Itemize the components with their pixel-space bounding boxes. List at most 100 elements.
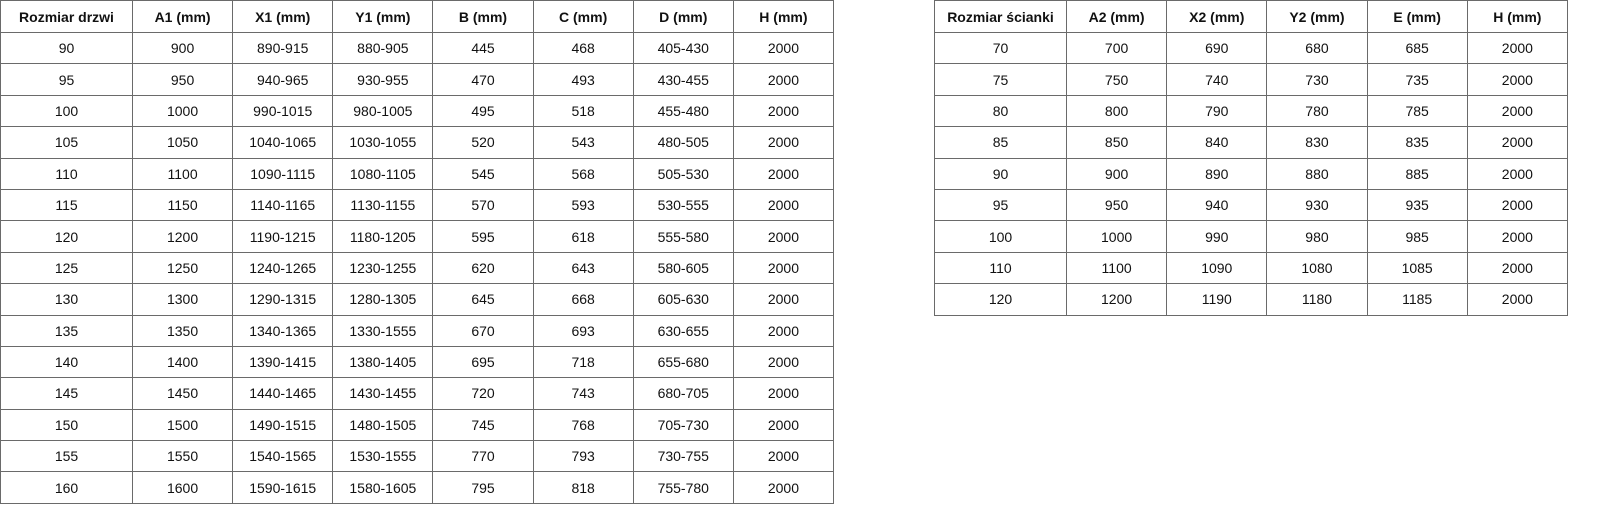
table-cell: 750	[1065, 63, 1168, 96]
table-cell: 2000	[732, 345, 835, 379]
table-cell: 768	[532, 408, 634, 442]
table-cell: 1580-1605	[332, 471, 434, 504]
column-header: A2 (mm)	[1065, 0, 1168, 33]
table-cell: 125	[0, 251, 133, 285]
table-cell: 1200	[1065, 283, 1168, 316]
table-cell: 800	[1065, 94, 1168, 128]
table-cell: 1380-1405	[332, 345, 434, 379]
table-cell: 618	[532, 220, 634, 253]
table-cell: 1030-1055	[332, 126, 434, 159]
table-cell: 818	[532, 471, 634, 504]
table-row: 115 1150 1140-1165 1130-1155 570 593 530-555 20…	[0, 188, 835, 222]
table-cell: 1100	[1065, 251, 1168, 285]
table-cell: 518	[532, 94, 634, 128]
table-cell: 930-955	[332, 63, 434, 96]
table-cell: 730-755	[632, 440, 734, 473]
table-cell: 1040-1065	[232, 126, 334, 159]
table-cell: 543	[532, 126, 634, 159]
table-cell: 1530-1555	[332, 440, 434, 473]
table-row: 100 1000 990 980 985 2000	[934, 220, 1569, 253]
table-cell: 1550	[131, 440, 234, 473]
column-header: B (mm)	[432, 0, 534, 33]
table-cell: 480-505	[632, 126, 734, 159]
table-cell: 445	[432, 31, 534, 65]
table-cell: 2000	[732, 63, 835, 96]
table-cell: 2000	[1466, 220, 1569, 253]
table-cell: 2000	[1466, 31, 1569, 65]
table-cell: 630-655	[632, 314, 734, 347]
table-row: 75 750 740 730 735 2000	[934, 63, 1569, 96]
table-cell: 690	[1166, 31, 1268, 65]
table-cell: 1290-1315	[232, 283, 334, 316]
table-cell: 1480-1505	[332, 408, 434, 442]
table-cell: 1080	[1266, 251, 1368, 285]
table-row: 85 850 840 830 835 2000	[934, 126, 1569, 159]
table-cell: 685	[1366, 31, 1468, 65]
table-cell: 570	[432, 188, 534, 222]
table-cell: 1240-1265	[232, 251, 334, 285]
table-cell: 2000	[732, 31, 835, 65]
table-cell: 850	[1065, 126, 1168, 159]
table-cell: 1590-1615	[232, 471, 334, 504]
table-cell: 2000	[1466, 157, 1569, 190]
table-cell: 940-965	[232, 63, 334, 96]
table-cell: 2000	[1466, 283, 1569, 316]
table-row: 80 800 790 780 785 2000	[934, 94, 1569, 128]
table-cell: 935	[1366, 188, 1468, 222]
table-cell: 2000	[732, 314, 835, 347]
table-cell: 695	[432, 345, 534, 379]
table-cell: 1130-1155	[332, 188, 434, 222]
table-cell: 1050	[131, 126, 234, 159]
table-cell: 1490-1515	[232, 408, 334, 442]
table-cell: 1185	[1366, 283, 1468, 316]
table-cell: 670	[432, 314, 534, 347]
table-cell: 140	[0, 345, 133, 379]
table-cell: 90	[0, 31, 133, 65]
table-cell: 1000	[131, 94, 234, 128]
table-cell: 155	[0, 440, 133, 473]
table-cell: 2000	[1466, 94, 1569, 128]
table-row: 120 1200 1190 1180 1185 2000	[934, 283, 1569, 316]
table-cell: 110	[934, 251, 1067, 285]
table-cell: 568	[532, 157, 634, 190]
table-cell: 2000	[732, 283, 835, 316]
table-cell: 455-480	[632, 94, 734, 128]
table-row: 130 1300 1290-1315 1280-1305 645 668 605-630 20…	[0, 283, 835, 316]
table-cell: 880	[1266, 157, 1368, 190]
table-cell: 1085	[1366, 251, 1468, 285]
table-row: 100 1000 990-1015 980-1005 495 518 455-480 2000	[0, 94, 835, 128]
table-cell: 990	[1166, 220, 1268, 253]
table-cell: 1140-1165	[232, 188, 334, 222]
table-cell: 100	[0, 94, 133, 128]
column-header: Y2 (mm)	[1266, 0, 1368, 33]
table-cell: 130	[0, 283, 133, 316]
table-cell: 1250	[131, 251, 234, 285]
column-header: A1 (mm)	[131, 0, 234, 33]
table-cell: 100	[934, 220, 1067, 253]
table-cell: 1230-1255	[332, 251, 434, 285]
table-cell: 145	[0, 377, 133, 410]
table-cell: 1190	[1166, 283, 1268, 316]
table-cell: 795	[432, 471, 534, 504]
table-row: 95 950 940 930 935 2000	[934, 188, 1569, 222]
table-cell: 2000	[732, 408, 835, 442]
table-row: 135 1350 1340-1365 1330-1555 670 693 630-655 20…	[0, 314, 835, 347]
table-cell: 95	[0, 63, 133, 96]
table-cell: 1200	[131, 220, 234, 253]
table-cell: 645	[432, 283, 534, 316]
door-size-table: Rozmiar drzwi A1 (mm) X1 (mm) Y1 (mm) B (mm)…	[0, 0, 835, 504]
table-row: 155 1550 1540-1565 1530-1555 770 793 730-755 20…	[0, 440, 835, 473]
table-cell: 135	[0, 314, 133, 347]
table-cell: 743	[532, 377, 634, 410]
column-header: X1 (mm)	[232, 0, 334, 33]
table-cell: 2000	[1466, 63, 1569, 96]
table-cell: 85	[934, 126, 1067, 159]
table-cell: 730	[1266, 63, 1368, 96]
table-cell: 1280-1305	[332, 283, 434, 316]
table-cell: 1180	[1266, 283, 1368, 316]
table-cell: 705-730	[632, 408, 734, 442]
table-cell: 1000	[1065, 220, 1168, 253]
table-row: 90 900 890 880 885 2000	[934, 157, 1569, 190]
table-cell: 680-705	[632, 377, 734, 410]
table-cell: 655-680	[632, 345, 734, 379]
